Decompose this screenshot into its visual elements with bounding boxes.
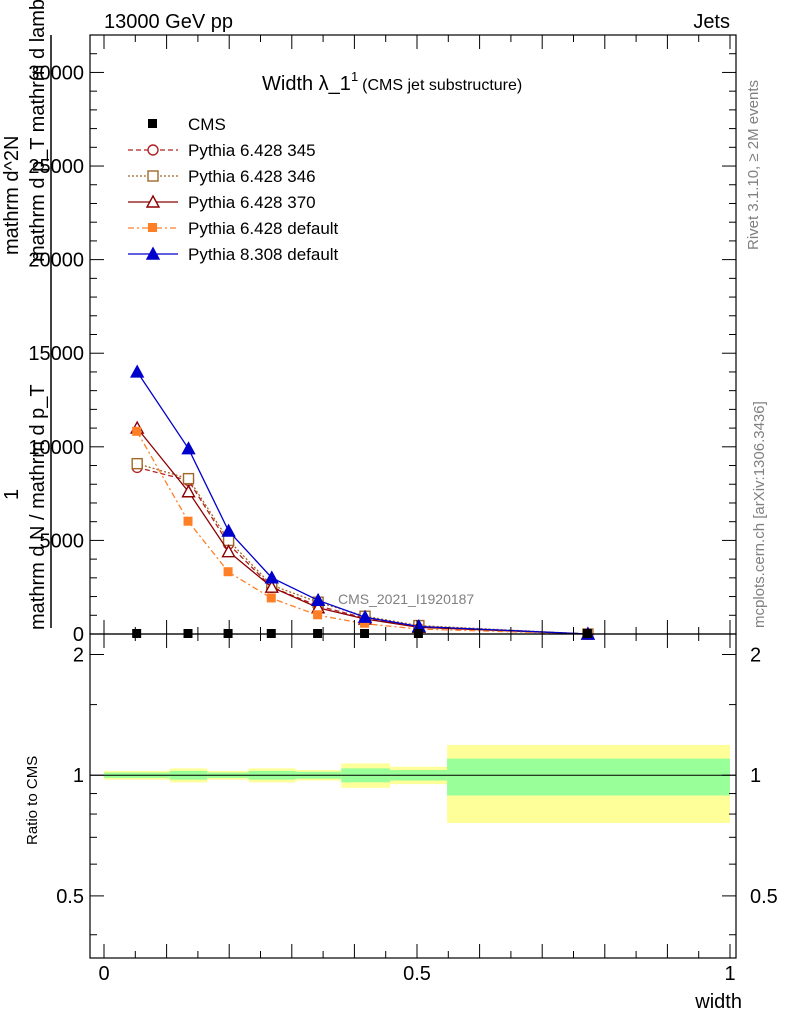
main-frame — [89, 34, 737, 635]
main-ytick-label: 20000 — [28, 250, 84, 272]
main-ytick-label: 15000 — [28, 343, 84, 365]
mcplots-label: mcplots.cern.ch [arXiv:1306.3436] — [751, 401, 768, 628]
point-pythia-6-428-370 — [181, 484, 196, 498]
main-ylabel: 1 mathrm d N / mathrm d p_T mathrm d^2N … — [1, 0, 52, 630]
main-ytick-label: 25000 — [28, 156, 84, 178]
ylabel-line-3: mathrm d^2N — [1, 136, 23, 255]
ratio-ytick-label: 2 — [73, 645, 84, 667]
xtick-label: 0.5 — [403, 963, 431, 985]
point-pythia-6-428-default — [360, 618, 370, 628]
ratio-ytick-label: 1 — [73, 765, 84, 787]
main-ytick-label: 30000 — [28, 62, 84, 84]
point-pythia-6-428-346 — [182, 472, 195, 485]
point-pythia-8-308-default — [310, 592, 326, 607]
legend-label-pythia-6-428-370: Pythia 6.428 370 — [188, 193, 316, 212]
point-pythia-8-308-default — [129, 364, 145, 378]
legend-label-pythia-6-428-345: Pythia 6.428 345 — [188, 141, 316, 160]
chart-title-main: Width λ_1 — [262, 73, 351, 95]
ratio-band-inner — [447, 758, 730, 796]
legend-marker-pythia-6-428-345 — [147, 144, 159, 156]
xtick-label: 0 — [98, 963, 109, 985]
legend-marker-pythia-6-428-346 — [147, 170, 159, 182]
legend-marker-pythia-6-428-370 — [145, 194, 161, 208]
point-pythia-6-428-346 — [222, 534, 235, 547]
ratio-frame — [89, 633, 737, 959]
ratio-ytick-label-right: 2 — [750, 645, 761, 667]
legend-marker-pythia-8-308-default — [145, 246, 161, 260]
point-pythia-6-428-346 — [131, 457, 143, 470]
ratio-ytick-label-right: 1 — [750, 765, 761, 787]
ylabel-line-2: mathrm d N / mathrm d p_T — [27, 384, 49, 630]
point-pythia-6-428-370 — [264, 579, 279, 593]
ylabel-line-4: mathrm d p_T mathrm d lambda — [27, 0, 49, 262]
point-pythia-8-308-default — [181, 441, 196, 455]
main-ytick-label: 0 — [73, 624, 84, 646]
series-line-pythia-6-428-default — [136, 431, 588, 635]
header-left: 13000 GeV pp — [104, 11, 233, 33]
legend-label-pythia-8-308-default: Pythia 8.308 default — [188, 245, 339, 264]
header-right: Jets — [693, 11, 730, 33]
legend-marker-cms — [148, 119, 157, 128]
point-pythia-8-308-default — [221, 523, 236, 537]
rivet-label: Rivet 3.1.10, ≥ 2M events — [745, 80, 762, 250]
ratio-ytick-label-right: 0.5 — [750, 886, 778, 908]
chart-title-sup: 1 — [351, 69, 358, 84]
ratio-ylabel: Ratio to CMS — [24, 756, 41, 845]
watermark: CMS_2021_I1920187 — [338, 591, 474, 607]
point-pythia-6-428-default — [132, 426, 142, 436]
xlabel: width — [694, 991, 742, 1013]
point-pythia-6-428-370 — [221, 544, 236, 558]
series-line-pythia-6-428-370 — [136, 427, 588, 635]
series-line-pythia-8-308-default — [136, 371, 588, 635]
point-pythia-8-308-default — [264, 570, 279, 584]
legend-label-pythia-6-428-default: Pythia 6.428 default — [188, 219, 339, 238]
series-line-pythia-6-428-346 — [137, 463, 588, 635]
point-pythia-8-308-default — [357, 609, 373, 623]
point-pythia-6-428-default — [223, 567, 233, 577]
ylabel-line-1: 1 — [1, 489, 23, 500]
xtick-label: 1 — [724, 963, 735, 985]
main-ytick-label: 10000 — [28, 437, 84, 459]
point-pythia-6-428-default — [313, 610, 323, 620]
point-pythia-6-428-default — [266, 593, 276, 603]
point-pythia-6-428-default — [183, 516, 193, 526]
chart-title-tail: (CMS jet substructure) — [362, 77, 522, 94]
legend-label-pythia-6-428-346: Pythia 6.428 346 — [188, 167, 316, 186]
series-line-pythia-6-428-345 — [137, 466, 588, 635]
ratio-ytick-label: 0.5 — [56, 886, 84, 908]
chart-title: Width λ_11 (CMS jet substructure) — [262, 69, 522, 95]
legend-label-cms: CMS — [188, 115, 226, 134]
legend-marker-pythia-6-428-default — [148, 223, 157, 232]
